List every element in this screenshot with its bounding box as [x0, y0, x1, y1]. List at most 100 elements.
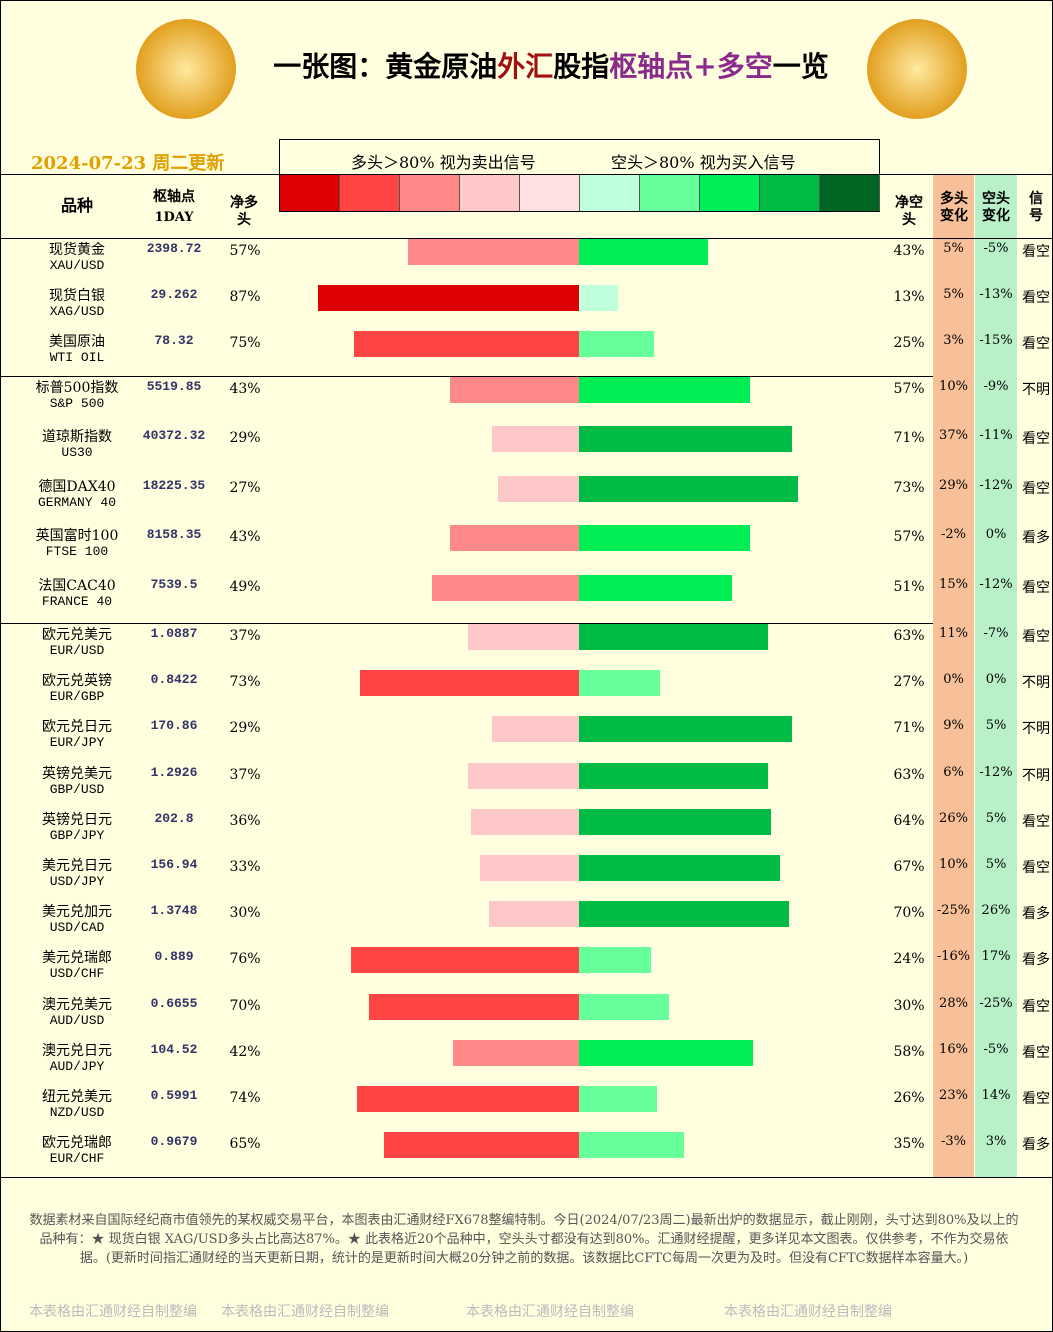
short-change: -9%: [983, 379, 1009, 394]
name: 英镑兑美元: [42, 765, 112, 782]
code: FTSE 100: [45, 544, 109, 560]
long-change: 5%: [943, 241, 964, 256]
name: 美元兑瑞郎: [42, 950, 112, 967]
footer-note: 数据素材来自国际经纪商市值领先的某权威交易平台，本图表由汇通财经FX678整编特…: [29, 1213, 1019, 1266]
short-pct: 26%: [893, 1090, 925, 1106]
pivot: 1.0887: [150, 626, 198, 641]
long-bar: [468, 624, 579, 650]
code: EUR/USD: [49, 643, 105, 658]
long-bar: [492, 426, 579, 453]
short-pct: 57%: [893, 381, 925, 397]
legend-swatch: [820, 175, 880, 211]
long-bar: [318, 285, 579, 311]
long-change: 16%: [939, 1041, 968, 1057]
long-change: 5%: [943, 287, 964, 302]
long-pct: 29%: [229, 720, 261, 737]
signal: 看空: [1022, 629, 1050, 645]
long-change: 23%: [939, 1088, 968, 1103]
short-bar: [579, 426, 792, 453]
short-pct: 71%: [893, 430, 925, 447]
code: EUR/GBP: [49, 689, 105, 705]
long-pct: 37%: [229, 766, 261, 783]
long-bar: [354, 331, 579, 357]
long-change: 6%: [943, 764, 964, 780]
long-change: 15%: [939, 576, 968, 592]
watermark: 本表格由汇通财经自制整编: [29, 1304, 197, 1320]
code: USD/CAD: [49, 920, 105, 936]
legend-swatch: [640, 175, 700, 211]
short-pct: 63%: [893, 766, 925, 783]
title-part: 枢轴点+多空: [609, 50, 773, 83]
pivot: 0.8422: [150, 672, 198, 688]
short-bar: [579, 285, 618, 311]
short-bar: [579, 574, 732, 601]
code: S&P 500: [49, 396, 105, 411]
legend-swatch: [280, 175, 340, 211]
code: GBP/USD: [49, 781, 105, 797]
short-change: -12%: [979, 576, 1013, 592]
short-pct: 13%: [893, 289, 925, 305]
long-change: -2%: [940, 527, 967, 543]
code: EUR/CHF: [49, 1151, 105, 1167]
short-bar: [579, 377, 750, 403]
pivot: 29.262: [150, 287, 198, 302]
name: 美元兑加元: [42, 904, 112, 921]
pivot: 170.86: [150, 718, 198, 734]
name: 澳元兑日元: [42, 1042, 112, 1059]
date: 2024-07-23 周二更新: [31, 153, 225, 174]
column-header: 1DAY: [154, 210, 194, 225]
signal: 看空: [1022, 1044, 1050, 1061]
column-header: 多头变化: [940, 191, 968, 224]
short-bar: [579, 670, 660, 697]
signal: 看多: [1022, 952, 1050, 969]
name: 美元兑日元: [42, 858, 112, 874]
watermark: 本表格由汇通财经自制整编: [466, 1304, 634, 1320]
long-change: -25%: [936, 903, 971, 919]
rule: [1, 623, 933, 624]
long-pct: 74%: [229, 1090, 261, 1106]
title-part: 外汇: [497, 50, 554, 83]
signal: 看空: [1022, 290, 1050, 306]
column-header: 信号: [1029, 191, 1043, 224]
long-bar: [360, 670, 579, 697]
long-change: -16%: [936, 949, 971, 965]
short-change: -7%: [983, 626, 1009, 641]
code: WTI OIL: [49, 350, 105, 365]
long-pct: 75%: [229, 335, 261, 351]
footer-rule: [1, 1177, 1052, 1178]
short-pct: 64%: [893, 812, 925, 829]
pivot: 0.5991: [150, 1088, 198, 1103]
rule: [1, 238, 1052, 239]
short-pct: 67%: [893, 859, 925, 875]
long-bar: [453, 1039, 579, 1066]
name: 道琼斯指数: [42, 429, 112, 446]
pivot: 0.9679: [150, 1134, 198, 1150]
title: 一张图：黄金原油外汇股指枢轴点+多空一览: [241, 45, 861, 85]
code: FRANCE 40: [41, 593, 113, 609]
signal: 看空: [1022, 244, 1050, 260]
long-bar: [357, 1086, 579, 1112]
long-bar: [450, 377, 579, 403]
short-pct: 58%: [893, 1043, 925, 1060]
pivot: 1.2926: [150, 764, 198, 780]
signal: 不明: [1022, 382, 1050, 398]
short-bar: [579, 1039, 753, 1066]
long-bar: [369, 993, 579, 1020]
long-change: 10%: [939, 857, 968, 872]
name: 欧元兑美元: [42, 627, 112, 643]
short-change: 0%: [985, 527, 1007, 543]
short-pct: 73%: [893, 479, 925, 496]
long-pct: 37%: [229, 628, 261, 644]
long-bar: [351, 947, 579, 974]
short-pct: 57%: [893, 529, 925, 546]
long-bar: [450, 525, 579, 552]
long-bar: [432, 574, 579, 601]
short-bar: [579, 624, 768, 650]
title-part: 股指: [553, 50, 610, 83]
short-change: 14%: [981, 1088, 1011, 1103]
long-bar: [492, 716, 579, 743]
column-header: 空头变化: [982, 191, 1010, 224]
signal: 看多: [1022, 906, 1050, 923]
name: 标普500指数: [35, 380, 119, 396]
